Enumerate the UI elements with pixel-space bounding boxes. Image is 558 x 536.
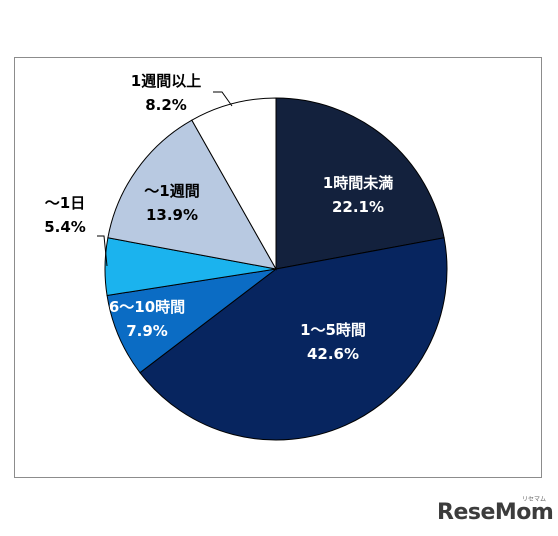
- resemom-logo-kana: リセマム: [522, 496, 547, 503]
- slice-label: ～1日: [45, 194, 85, 212]
- slice-value-label: 5.4%: [44, 218, 86, 236]
- slice-value-label: 13.9%: [146, 206, 198, 224]
- leader-line: [213, 91, 233, 107]
- resemom-logo: ReseMom: [437, 500, 554, 525]
- slice-value-label: 8.2%: [145, 96, 187, 114]
- slice-label: 1～5時間: [300, 321, 366, 339]
- pie-slice: [191, 97, 277, 271]
- slice-value-label: 42.6%: [307, 345, 359, 363]
- pie-slice: [275, 97, 445, 270]
- slice-value-label: 7.9%: [126, 322, 168, 340]
- leader-line: [97, 235, 108, 267]
- slice-value-label: 22.1%: [332, 198, 384, 216]
- slice-label: 1週間以上: [131, 72, 201, 90]
- pie-slice: [107, 119, 277, 270]
- pie-slice: [139, 237, 448, 441]
- slice-label: 1時間未満: [323, 174, 393, 192]
- slice-label: ～1週間: [144, 182, 199, 200]
- slice-label: 6～10時間: [109, 298, 185, 316]
